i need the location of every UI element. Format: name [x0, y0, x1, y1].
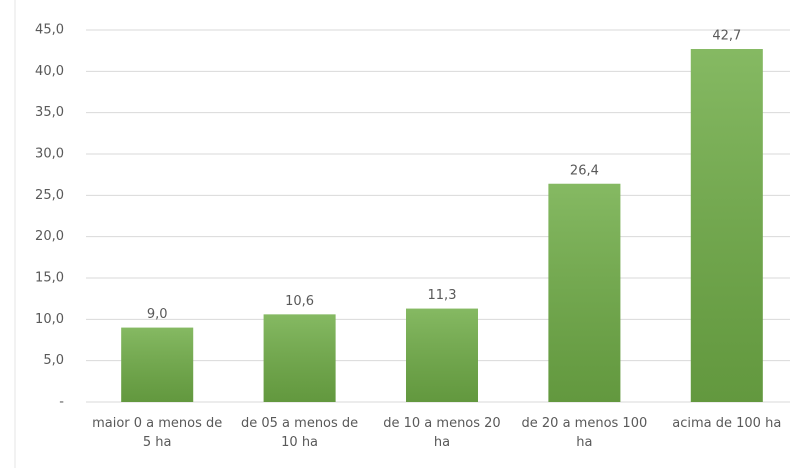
- y-tick-label: 15,0: [35, 271, 64, 286]
- x-tick-label: de 05 a menos de 10 ha: [241, 416, 359, 450]
- y-tick-label: 45,0: [35, 23, 64, 38]
- y-tick-label: -: [59, 395, 64, 410]
- data-label: 9,0: [147, 307, 168, 322]
- x-tick-label: acima de 100 ha: [672, 416, 782, 431]
- x-tick-label: de 10 a menos 20 ha: [383, 416, 501, 450]
- data-label: 26,4: [570, 163, 599, 178]
- bar-shade: [121, 327, 194, 402]
- x-tick-label: de 20 a menos 100 ha: [521, 416, 648, 450]
- data-label: 42,7: [712, 29, 741, 44]
- y-tick-label: 30,0: [35, 147, 64, 162]
- data-label: 10,6: [285, 294, 314, 309]
- y-tick-label: 40,0: [35, 64, 64, 79]
- y-tick-label: 10,0: [35, 312, 64, 327]
- y-tick-label: 25,0: [35, 188, 64, 203]
- bar-shade: [406, 308, 478, 402]
- bar-shade: [690, 49, 763, 402]
- y-tick-label: 20,0: [35, 229, 64, 244]
- y-tick-label: 5,0: [43, 353, 64, 368]
- data-label: 11,3: [428, 288, 457, 303]
- bar-shade: [263, 314, 336, 402]
- bar-shade: [548, 183, 621, 402]
- y-tick-label: 35,0: [35, 105, 64, 120]
- x-tick-label: maior 0 a menos de 5 ha: [92, 416, 223, 450]
